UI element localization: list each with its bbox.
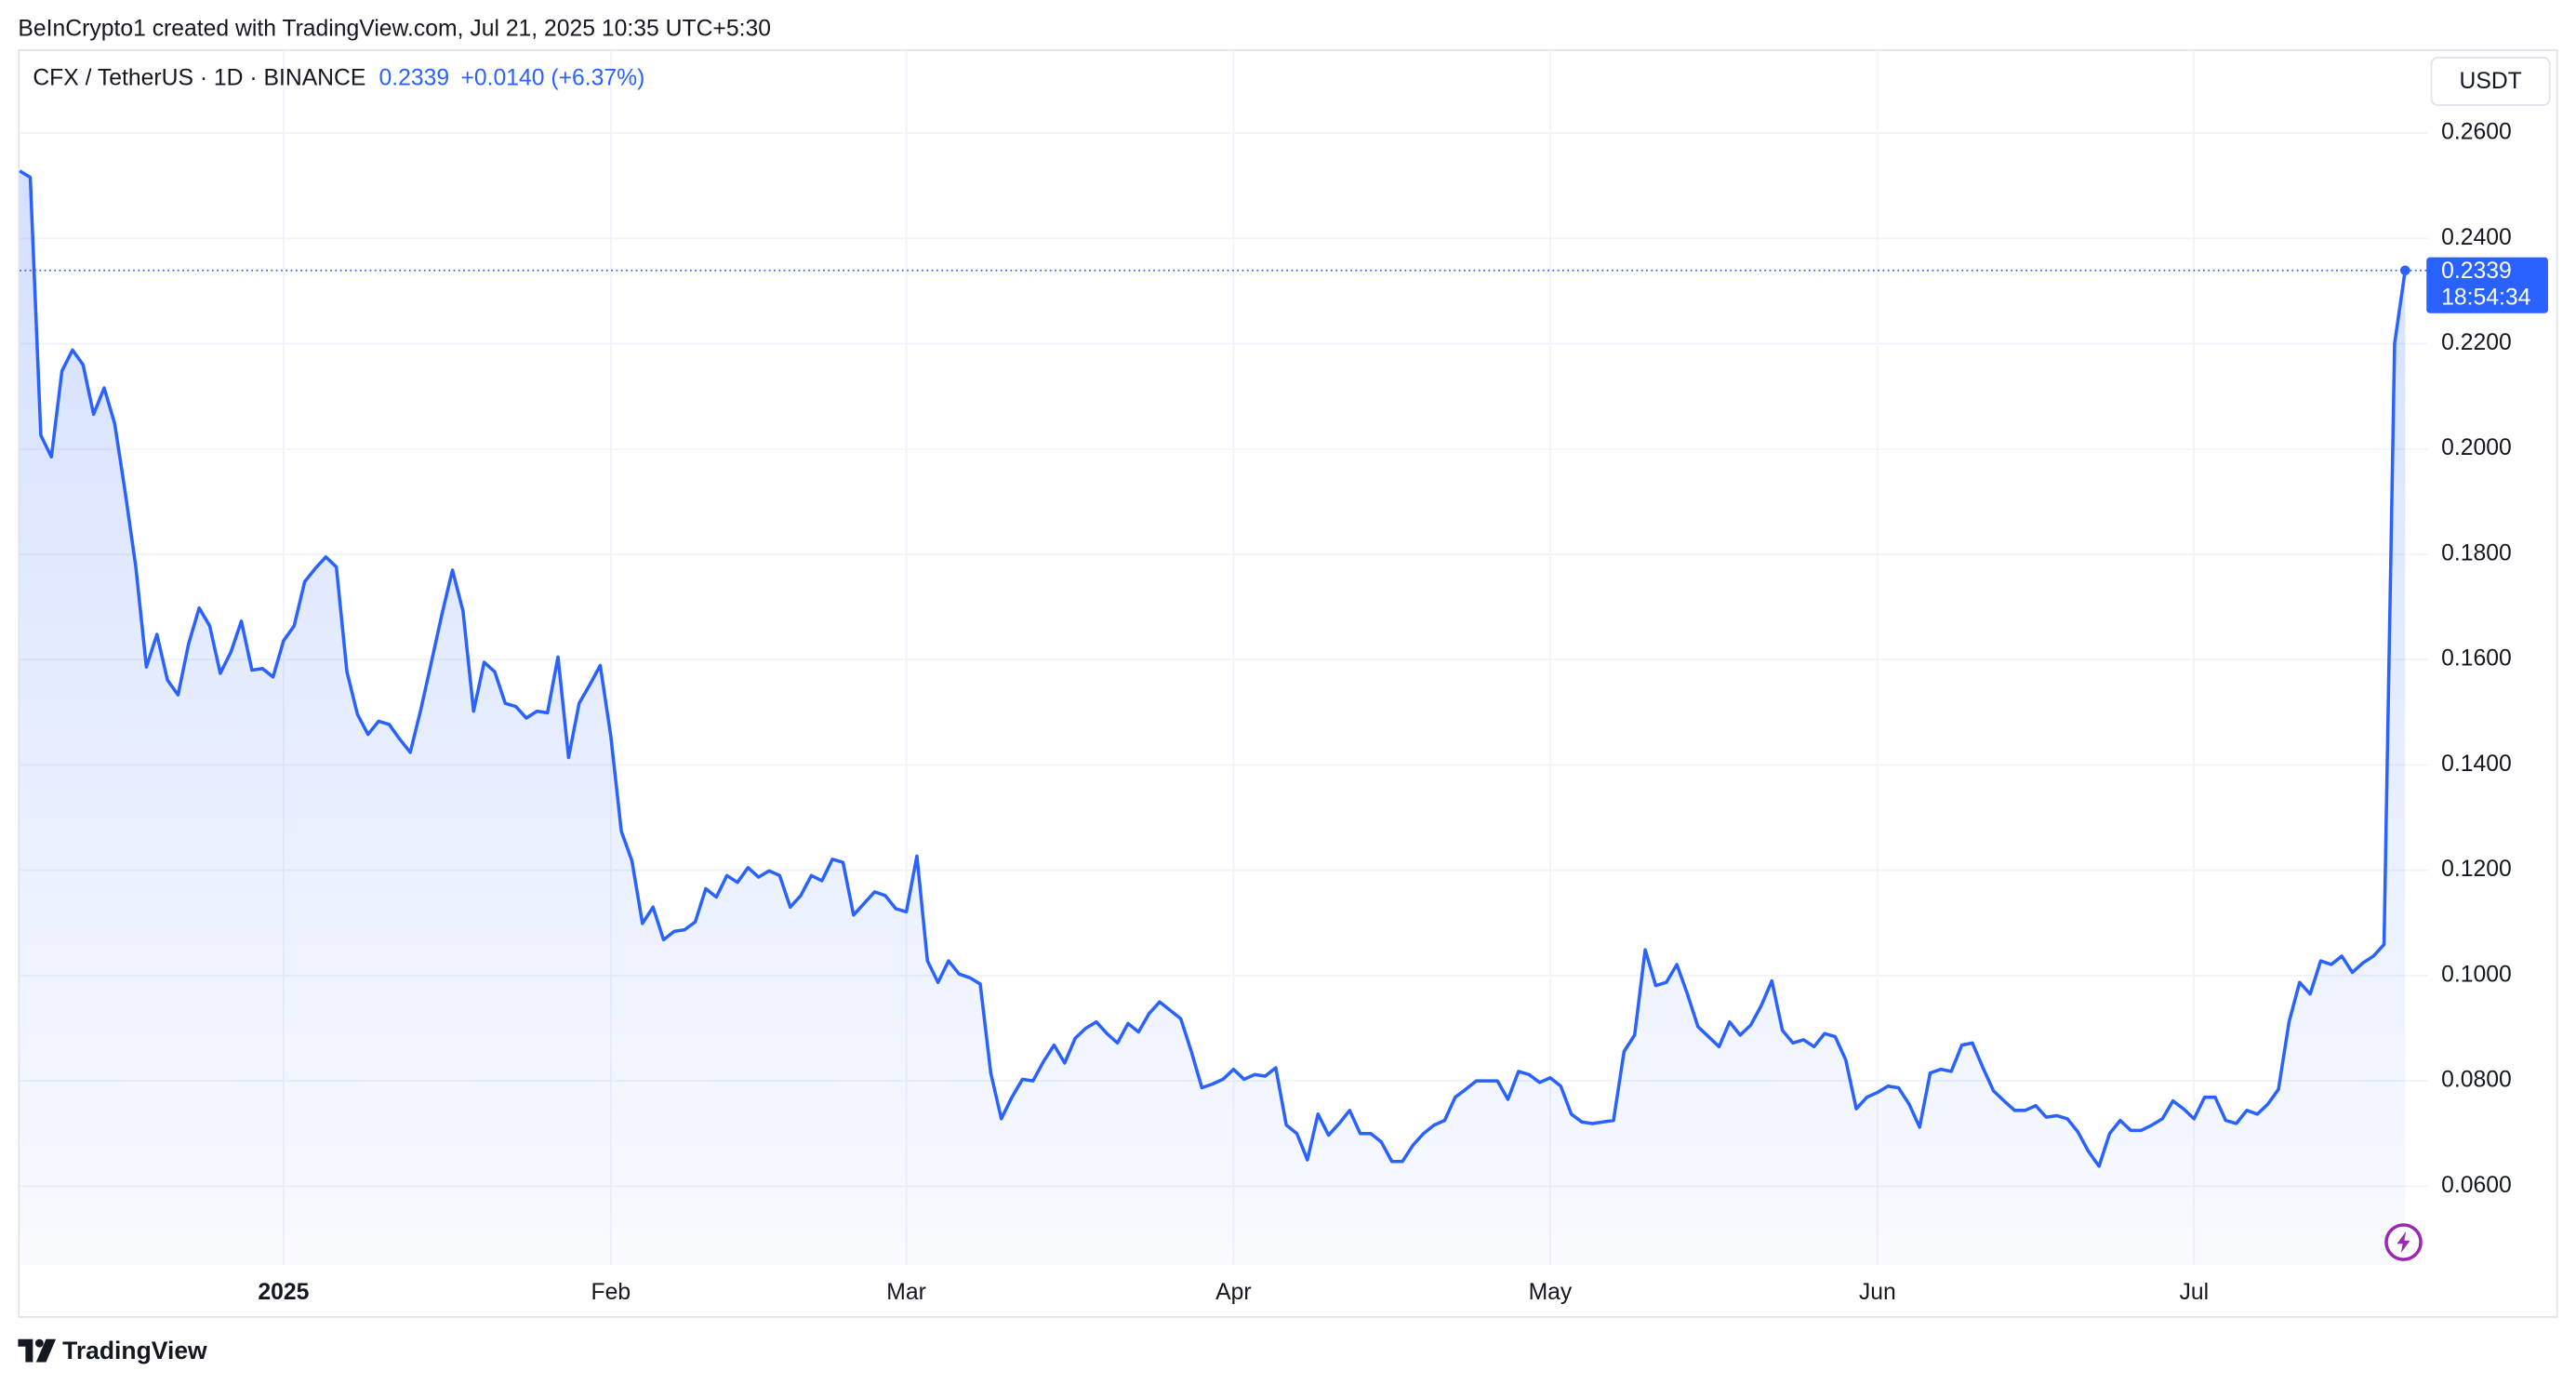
logo-slash xyxy=(35,1338,57,1363)
last-price: 0.2339 xyxy=(379,65,450,90)
y-tick-label: 0.2000 xyxy=(2441,435,2512,460)
y-tick-label: 0.1400 xyxy=(2441,752,2512,777)
x-tick-label: Jun xyxy=(1859,1280,1896,1305)
y-tick-label: 0.1600 xyxy=(2441,646,2512,672)
y-tick-label: 0.2600 xyxy=(2441,120,2512,145)
price-badge-value: 0.2339 xyxy=(2441,259,2512,284)
y-tick-label: 0.1000 xyxy=(2441,962,2512,987)
last-point xyxy=(2399,265,2410,276)
price-badge xyxy=(2426,257,2548,313)
y-tick-label: 0.2200 xyxy=(2441,330,2512,355)
x-tick-label: May xyxy=(1529,1280,1573,1305)
axis-layer: 0.0600 0.0800 0.1000 0.1200 0.1400 0.1600 0.18… xyxy=(258,120,2548,1305)
attribution: BeInCrypto1 created with TradingView.com… xyxy=(18,16,771,41)
price-line xyxy=(19,169,2408,1168)
x-tick-label: Jul xyxy=(2179,1280,2209,1305)
y-tick-label: 0.2400 xyxy=(2441,225,2512,250)
y-tick-label: 0.0800 xyxy=(2441,1068,2512,1093)
x-tick-label: Feb xyxy=(591,1280,631,1305)
x-tick-label: Apr xyxy=(1215,1280,1251,1305)
symbol-title: CFX / TetherUS · 1D · BINANCE xyxy=(33,65,365,90)
currency-button[interactable] xyxy=(2430,56,2551,106)
currency-label: USDT xyxy=(2459,69,2521,94)
icon-bolt xyxy=(2397,1231,2410,1254)
logo-mark xyxy=(18,1338,33,1363)
logo-dot xyxy=(34,1338,44,1348)
lightning-icon[interactable] xyxy=(2384,1223,2423,1261)
y-tick-label: 0.1800 xyxy=(2441,540,2512,566)
x-tick-label: Mar xyxy=(886,1280,926,1305)
tradingview-logo xyxy=(18,1338,57,1363)
x-tick-label: 2025 xyxy=(258,1280,309,1305)
price-area xyxy=(20,170,2406,1266)
y-tick-label: 0.0600 xyxy=(2441,1173,2512,1198)
footer-brand: TradingView xyxy=(62,1337,207,1364)
plot-layer xyxy=(19,169,2429,1266)
y-tick-label: 0.1200 xyxy=(2441,857,2512,882)
price-change: +0.0140 (+6.37%) xyxy=(460,65,644,90)
chart-frame xyxy=(18,49,2558,1318)
price-badge-countdown: 18:54:34 xyxy=(2441,285,2530,310)
